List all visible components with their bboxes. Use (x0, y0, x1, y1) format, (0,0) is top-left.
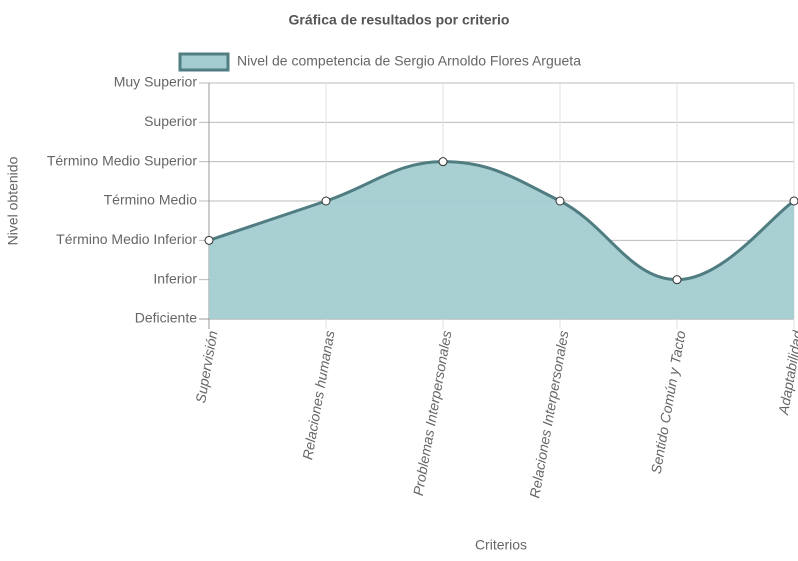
point (789, 196, 798, 206)
point (321, 196, 331, 206)
y-tick-label: Término Medio Superior (47, 152, 198, 168)
x-axis-title: Criterios (475, 537, 527, 553)
point (672, 275, 682, 285)
legend-swatch (178, 52, 230, 72)
y-tick-label: Inferior (153, 270, 197, 286)
area (209, 161, 794, 319)
legend-label: Nivel de competencia de Sergio Arnoldo F… (237, 53, 581, 69)
line (208, 160, 795, 282)
x-tick-label: Relaciones Interpersonales (526, 329, 571, 499)
x-tick-label: Problemas Interpersonales (410, 329, 455, 497)
x-tick-label: Adaptabilidad (775, 328, 798, 417)
x-tick-label: Supervisión (192, 329, 220, 404)
y-tick-label: Muy Superior (114, 74, 198, 90)
y-tick-label: Término Medio Inferior (56, 231, 197, 247)
point (438, 157, 448, 167)
y-axis-title: Nivel obtenido (5, 156, 21, 245)
y-tick-label: Deficiente (135, 310, 197, 326)
x-tick-label: Sentido Común y Tacto (648, 329, 689, 475)
point (555, 196, 565, 206)
point (204, 235, 214, 245)
y-tick-label: Término Medio (104, 192, 198, 208)
y-tick-label: Superior (144, 113, 197, 129)
x-tick-label: Relaciones humanas (299, 329, 337, 461)
chart-title: Gráfica de resultados por criterio (289, 12, 510, 28)
